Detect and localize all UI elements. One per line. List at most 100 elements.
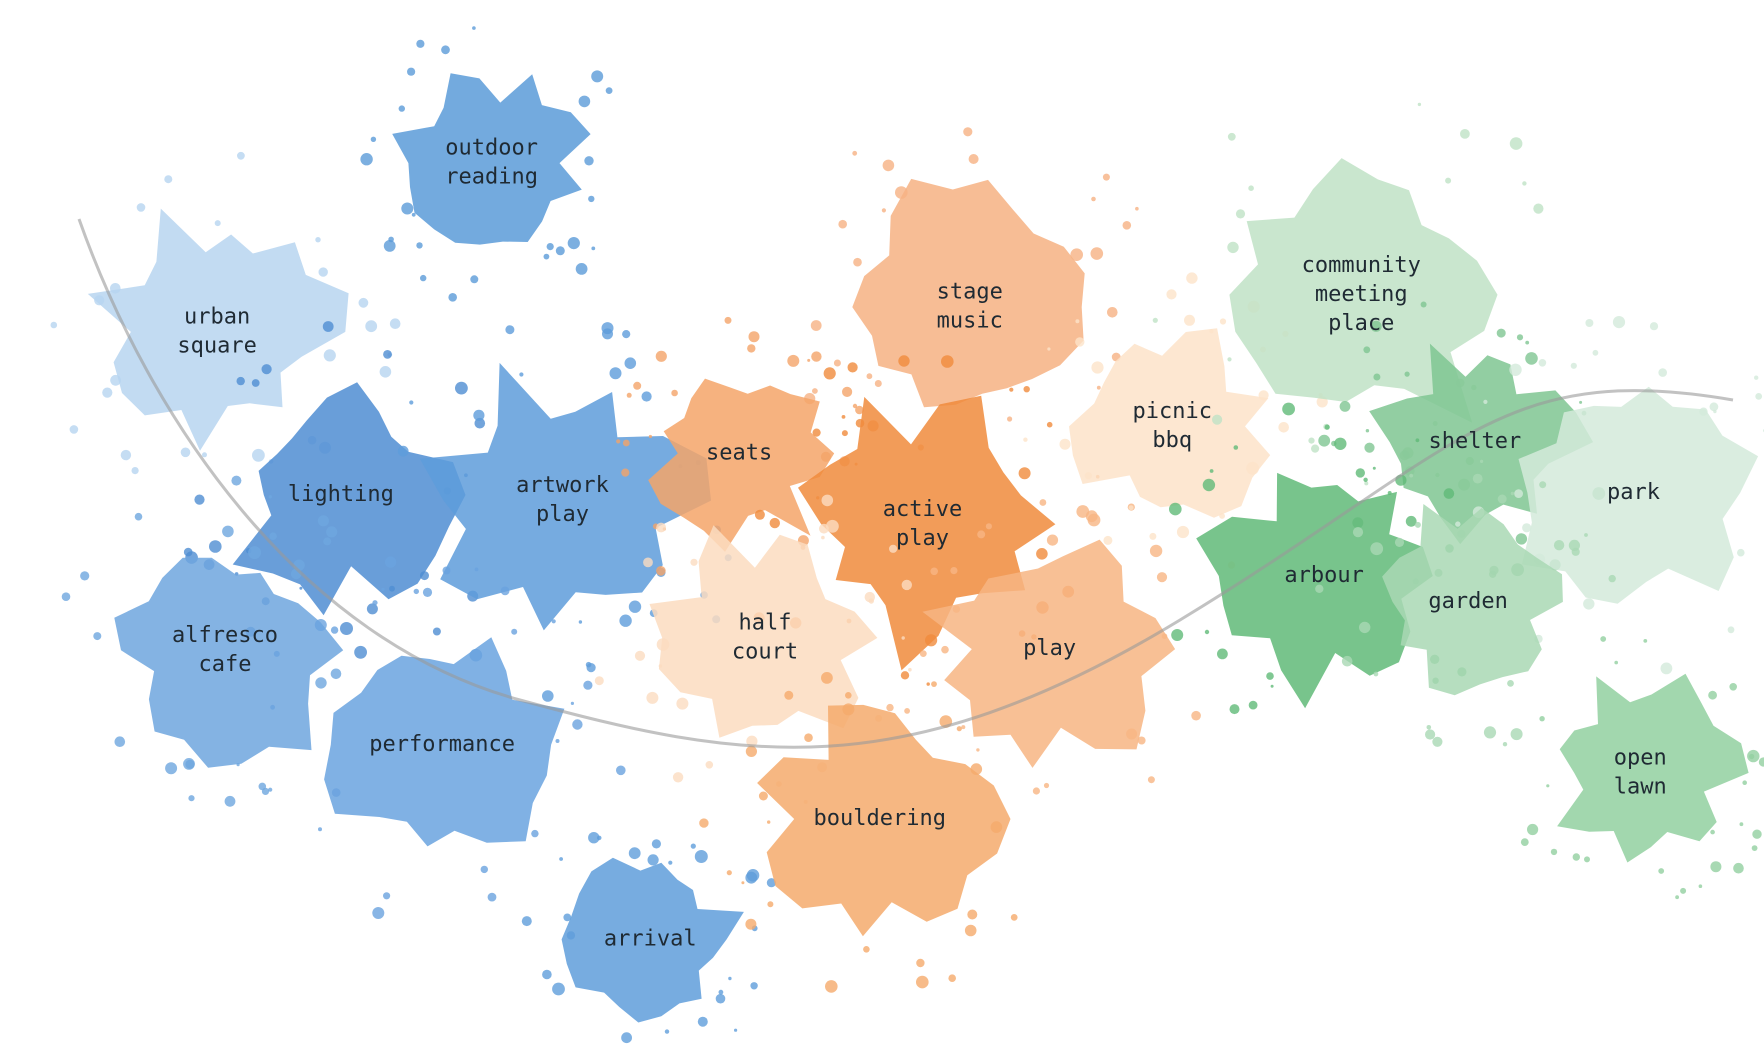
droplet <box>741 881 744 884</box>
droplet <box>1460 129 1470 139</box>
node-label: square <box>177 333 256 358</box>
droplet <box>1171 629 1183 641</box>
droplet <box>588 196 594 202</box>
droplet <box>1212 415 1222 425</box>
droplet <box>588 832 599 843</box>
droplet <box>1019 467 1031 479</box>
droplet <box>519 372 523 376</box>
droplet <box>121 450 131 460</box>
droplet <box>886 704 893 711</box>
droplet <box>1584 533 1588 537</box>
droplet <box>1191 711 1201 721</box>
droplet <box>676 698 688 710</box>
droplet <box>1249 701 1258 710</box>
droplet <box>552 619 556 623</box>
droplet <box>1356 468 1365 477</box>
droplet <box>542 970 552 980</box>
droplet <box>1521 838 1529 846</box>
droplet <box>1539 716 1544 721</box>
droplet <box>895 186 908 199</box>
droplet <box>1166 289 1176 299</box>
droplet <box>602 322 614 334</box>
droplet <box>1091 197 1096 202</box>
node-label: alfresco <box>172 623 278 648</box>
droplet <box>132 467 139 474</box>
droplet <box>584 156 593 165</box>
node-label: urban <box>184 304 250 329</box>
droplet <box>699 818 708 827</box>
droplet <box>1584 856 1590 862</box>
droplet <box>1220 318 1226 324</box>
droplet <box>1210 469 1214 473</box>
droplet <box>1219 513 1225 519</box>
droplet <box>745 872 757 884</box>
droplet <box>1650 322 1658 330</box>
droplet <box>262 364 272 374</box>
droplet <box>1266 672 1274 680</box>
node-label: cafe <box>199 652 252 677</box>
droplet <box>863 946 870 953</box>
droplet <box>1157 572 1167 582</box>
droplet <box>1483 400 1487 404</box>
droplet <box>1138 737 1146 745</box>
droplet <box>965 925 977 937</box>
droplet <box>315 619 327 631</box>
droplet <box>1153 318 1158 323</box>
droplet <box>957 726 962 731</box>
droplet <box>1033 787 1040 794</box>
droplet <box>381 588 384 591</box>
droplet <box>1480 460 1483 463</box>
droplet <box>784 691 793 700</box>
droplet <box>1353 527 1363 537</box>
droplet <box>1308 438 1314 444</box>
droplet <box>522 916 532 926</box>
droplet <box>838 220 847 229</box>
droplet <box>1070 248 1083 261</box>
droplet <box>1498 495 1507 504</box>
droplet <box>1007 416 1012 421</box>
node-label: park <box>1607 480 1660 505</box>
droplet <box>505 325 514 334</box>
droplet <box>70 425 79 434</box>
droplet <box>1737 549 1745 557</box>
droplet <box>668 861 672 865</box>
droplet <box>1418 103 1421 106</box>
droplet <box>407 68 415 76</box>
droplet <box>1107 307 1118 318</box>
droplet <box>1363 346 1370 353</box>
droplet <box>1752 845 1758 851</box>
droplet <box>1318 435 1330 447</box>
droplet <box>1234 445 1239 450</box>
droplet <box>1364 443 1374 453</box>
droplet <box>1754 376 1758 380</box>
droplet <box>414 589 419 594</box>
node-label: court <box>732 639 798 664</box>
droplet <box>867 373 873 379</box>
droplet <box>1415 522 1421 528</box>
node-label: play <box>536 502 589 527</box>
droplet <box>1340 401 1351 412</box>
droplet <box>927 682 930 685</box>
droplet <box>821 536 825 540</box>
droplet <box>390 318 401 329</box>
droplet <box>323 321 334 332</box>
droplet <box>1432 737 1442 747</box>
droplet <box>1510 137 1523 150</box>
droplet <box>1749 754 1754 759</box>
droplet <box>734 1029 737 1032</box>
droplet <box>629 847 641 859</box>
droplet <box>1527 824 1538 835</box>
droplet <box>359 298 369 308</box>
droplet <box>252 449 265 462</box>
node-label: arrival <box>604 926 697 951</box>
droplet <box>1044 783 1049 788</box>
droplet <box>110 375 121 386</box>
droplet <box>812 388 818 394</box>
droplet <box>248 546 261 559</box>
droplet <box>1517 334 1523 340</box>
droplet <box>1609 575 1616 582</box>
droplet <box>821 672 833 684</box>
droplet <box>365 320 377 332</box>
droplet <box>770 518 780 528</box>
droplet <box>511 629 517 635</box>
